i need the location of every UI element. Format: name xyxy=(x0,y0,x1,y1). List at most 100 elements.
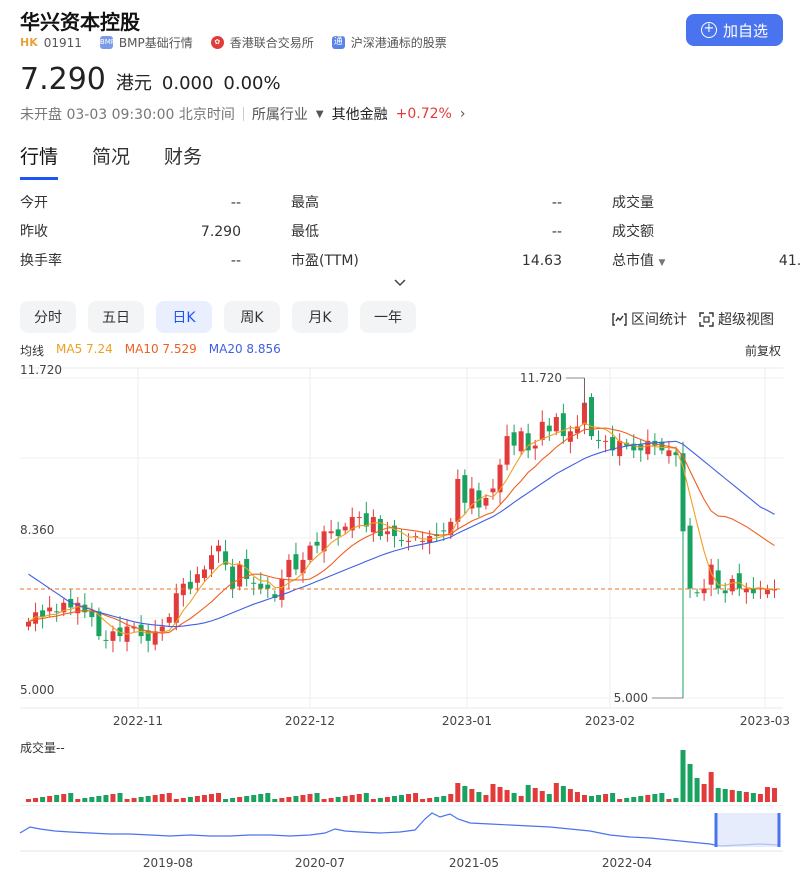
stat-value: -- xyxy=(551,195,562,211)
candle-body xyxy=(617,440,623,457)
candle-body xyxy=(328,531,334,534)
candle-body xyxy=(314,541,320,546)
expand-chevron-icon[interactable] xyxy=(393,276,407,290)
period-5day[interactable]: 五日 xyxy=(88,301,144,333)
candle-body xyxy=(399,539,404,541)
volume-bar xyxy=(511,793,517,802)
candle-body xyxy=(441,530,447,532)
currency: 港元 xyxy=(115,73,152,94)
stat-label: 市盈(TTM) xyxy=(291,253,359,269)
volume-bar xyxy=(497,787,503,802)
volume-bar xyxy=(293,796,299,802)
candle-body xyxy=(293,554,299,570)
stat-label: 成交量 xyxy=(612,195,654,211)
candle-body xyxy=(384,531,390,535)
hkex-icon: ✿ xyxy=(210,36,224,49)
add-watchlist-label: 加自选 xyxy=(722,21,768,40)
period-monthly-k[interactable]: 月K xyxy=(292,301,348,333)
candle-body xyxy=(33,612,39,624)
volume-bar xyxy=(729,790,735,802)
stat-value: 41.44亿 xyxy=(778,253,800,269)
tab-finance[interactable]: 财务 xyxy=(164,146,203,168)
stat-volume: 成交量-- xyxy=(612,194,800,223)
candle-body xyxy=(307,545,313,560)
volume-bar xyxy=(567,789,573,802)
candlestick-chart[interactable]: 2022-11 2022-12 2023-01 2023-02 2023-03 11.72… xyxy=(0,360,800,740)
volume-bar xyxy=(314,793,320,802)
candle-body xyxy=(406,540,412,542)
volume-bar xyxy=(631,797,637,802)
stat-value: -- xyxy=(230,195,241,211)
sector-change: +0.72% xyxy=(395,106,452,122)
stat-open: 今开 -- xyxy=(20,194,241,223)
candle-body xyxy=(743,588,749,593)
period-intraday[interactable]: 分时 xyxy=(20,301,76,333)
current-price: 7.290 xyxy=(20,62,106,97)
stock-code: 01911 xyxy=(43,35,82,50)
y-tick-label: 8.360 xyxy=(20,523,54,537)
candle-body xyxy=(645,440,651,455)
candle-body xyxy=(194,574,200,583)
super-view-button[interactable]: 超级视图 xyxy=(699,309,774,329)
candle-body xyxy=(152,631,158,645)
candle-body xyxy=(342,526,348,531)
volume-bar xyxy=(736,791,742,802)
period-1year[interactable]: 一年 xyxy=(360,301,416,333)
volume-bar xyxy=(532,788,538,802)
tab-quote[interactable]: 行情 xyxy=(20,142,59,180)
market-status: 未开盘 03-03 09:30:00 北京时间 所属行业 ▼ 其他金融 +0.7… xyxy=(20,104,465,124)
period-weekly-k[interactable]: 周K xyxy=(224,301,280,333)
candle-body xyxy=(546,425,552,432)
stat-high: 最高 -- xyxy=(291,194,562,223)
candle-body xyxy=(370,517,376,533)
candle-body xyxy=(553,417,559,432)
candle-body xyxy=(574,426,580,434)
ma10-legend: MA10 7.529 xyxy=(124,342,197,356)
period-daily-k[interactable]: 日K xyxy=(156,301,212,333)
volume-bar xyxy=(750,793,756,802)
sector-link[interactable]: 其他金融 xyxy=(331,107,388,123)
volume-bar xyxy=(159,794,165,802)
volume-bar xyxy=(89,797,95,802)
volume-bar xyxy=(117,793,123,802)
y-tick-label: 5.000 xyxy=(20,683,54,697)
volume-bar xyxy=(272,799,278,802)
tab-profile[interactable]: 简况 xyxy=(92,146,131,168)
badge-hkex: 香港联合交易所 xyxy=(229,36,314,50)
add-watchlist-button[interactable]: + 加自选 xyxy=(686,14,783,46)
stat-low: 最低 -- xyxy=(291,223,562,252)
volume-bar xyxy=(363,793,369,802)
volume-bar xyxy=(574,792,580,802)
volume-bar xyxy=(265,793,271,802)
volume-bar xyxy=(307,794,313,802)
stat-market-cap[interactable]: 总市值 ▼ 41.44亿 xyxy=(612,252,800,281)
adjust-mode[interactable]: 前复权 xyxy=(745,344,782,358)
volume-bar xyxy=(722,789,728,802)
candle-body xyxy=(610,437,616,451)
market-state: 未开盘 03-03 09:30:00 北京时间 xyxy=(20,107,235,123)
volume-bar xyxy=(645,795,651,802)
x-tick-label: 2022-11 xyxy=(113,714,163,728)
volume-bar xyxy=(237,797,243,802)
divider xyxy=(242,107,244,121)
stat-label: 最低 xyxy=(291,224,319,240)
candle-body xyxy=(469,488,475,509)
plus-circle-icon: + xyxy=(700,22,717,38)
range-navigator[interactable]: 2019-08 2020-07 2021-05 2022-04 xyxy=(0,805,800,874)
stat-value: 14.63 xyxy=(521,253,562,269)
range-stats-icon xyxy=(612,312,627,326)
volume-bar xyxy=(553,783,559,802)
candle-body xyxy=(483,498,489,506)
connect-icon: 通 xyxy=(331,36,345,49)
stat-pe: 市盈(TTM) 14.63 xyxy=(291,252,562,281)
volume-bar xyxy=(469,789,475,802)
volume-bar xyxy=(757,794,763,802)
volume-bar xyxy=(715,788,721,802)
chevron-right-icon[interactable]: › xyxy=(459,106,466,122)
volume-bar xyxy=(708,772,714,802)
volume-bar xyxy=(377,798,383,802)
candle-body xyxy=(187,581,193,589)
stat-value: -- xyxy=(551,224,562,240)
stat-prev-close: 昨收 7.290 xyxy=(20,223,241,252)
range-stats-button[interactable]: 区间统计 xyxy=(612,309,687,329)
